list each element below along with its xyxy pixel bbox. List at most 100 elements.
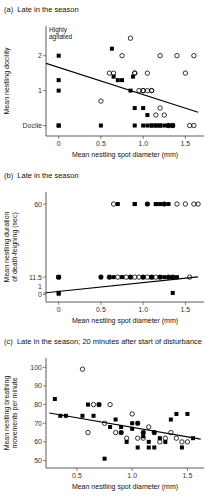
point-circle [158,440,162,444]
point-circle [128,275,132,279]
point-square [141,124,145,128]
point-square [147,445,151,449]
x-tick [143,136,144,139]
y-tick [43,367,46,368]
point-circle [149,275,153,279]
y-tick-label: 70 [34,420,42,427]
x-tick-label: 1.0 [127,472,137,479]
y-tick [43,292,46,293]
point-square [116,78,120,82]
plot-area [46,36,198,128]
point-circle [149,88,153,92]
point-square [57,124,61,128]
point-square [120,275,124,279]
panel: (a) Late in the season00.51.01.5Docile12… [3,5,204,159]
point-square [162,275,166,279]
y-tick-label: 60 [34,201,42,208]
point-square [167,124,171,128]
x-tick-label: 1.5 [181,140,191,147]
x-tick [187,468,188,471]
point-circle [113,430,117,434]
point-square [167,124,171,128]
point-circle [86,430,90,434]
y-tick-label: Docile [23,122,43,129]
point-circle [107,275,111,279]
y-tick-label: 1 [38,87,42,94]
y-axis-line [46,358,47,468]
panel-title: (c) Late in the season; 20 minutes after… [4,337,202,346]
point-square [141,106,145,110]
point-square [136,421,140,425]
point-circle [130,412,134,416]
point-square [57,78,61,82]
point-square [128,275,132,279]
y-tick-label: 2 [38,52,42,59]
y-axis-line [46,192,47,302]
point-circle [183,71,187,75]
point-circle [166,123,170,127]
y-tick-label: 11.5 [29,274,42,281]
point-square [141,275,145,279]
figure: (a) Late in the season00.51.01.5Docile12… [0,0,212,500]
x-tick [132,468,133,471]
plot-area [46,202,200,296]
y-tick [43,204,46,205]
x-tick-label: 0.5 [72,472,82,479]
point-circle [192,123,196,127]
point-square [116,202,120,206]
point-square [86,403,90,407]
point-square [110,47,114,51]
point-square [133,202,137,206]
point-square [114,418,118,422]
point-square [57,275,61,279]
point-circle [158,106,162,110]
y-tick-label: 80 [34,401,42,408]
point-square [167,202,171,206]
x-axis-label: Mean nestling spot diameter (mm) [72,317,178,325]
point-circle [158,275,162,279]
point-circle [162,113,166,117]
point-circle [154,113,158,117]
point-square [150,275,154,279]
x-tick [58,302,59,305]
point-square [162,124,166,128]
point-square [57,275,61,279]
point-circle [163,436,167,440]
point-circle [180,440,184,444]
point-square [53,397,57,401]
y-axis-line [46,26,47,136]
x-axis-label: Mean nestling spot diameter (mm) [72,483,178,491]
point-square [154,124,158,128]
point-circle [128,36,132,40]
x-axis-line [46,136,204,137]
x-tick-label: 0.5 [96,140,106,147]
y-tick-label: 1 [38,283,42,290]
point-square [171,291,175,295]
regression-line [46,63,198,112]
x-tick-label: 1.5 [181,306,191,313]
point-circle [171,123,175,127]
y-tick-label: 90 [34,382,42,389]
x-tick [76,468,77,471]
point-circle [145,88,149,92]
x-axis-line [46,302,204,303]
point-circle [136,421,140,425]
point-square [158,124,162,128]
y-tick [43,125,46,126]
point-circle [174,436,178,440]
point-square [99,124,103,128]
annotation: Highlyagitated [49,26,73,41]
point-circle [107,71,111,75]
point-circle [99,99,103,103]
regression-line [46,277,198,293]
panel-title: (b) Late in the season [4,171,79,180]
point-square [162,202,166,206]
point-square [120,78,124,82]
y-tick [43,277,46,278]
y-tick [43,441,46,442]
x-tick-label: 1.5 [183,472,193,479]
point-square [57,275,61,279]
y-tick-label: 0 [38,291,42,298]
point-circle [158,53,162,57]
point-square [171,124,175,128]
